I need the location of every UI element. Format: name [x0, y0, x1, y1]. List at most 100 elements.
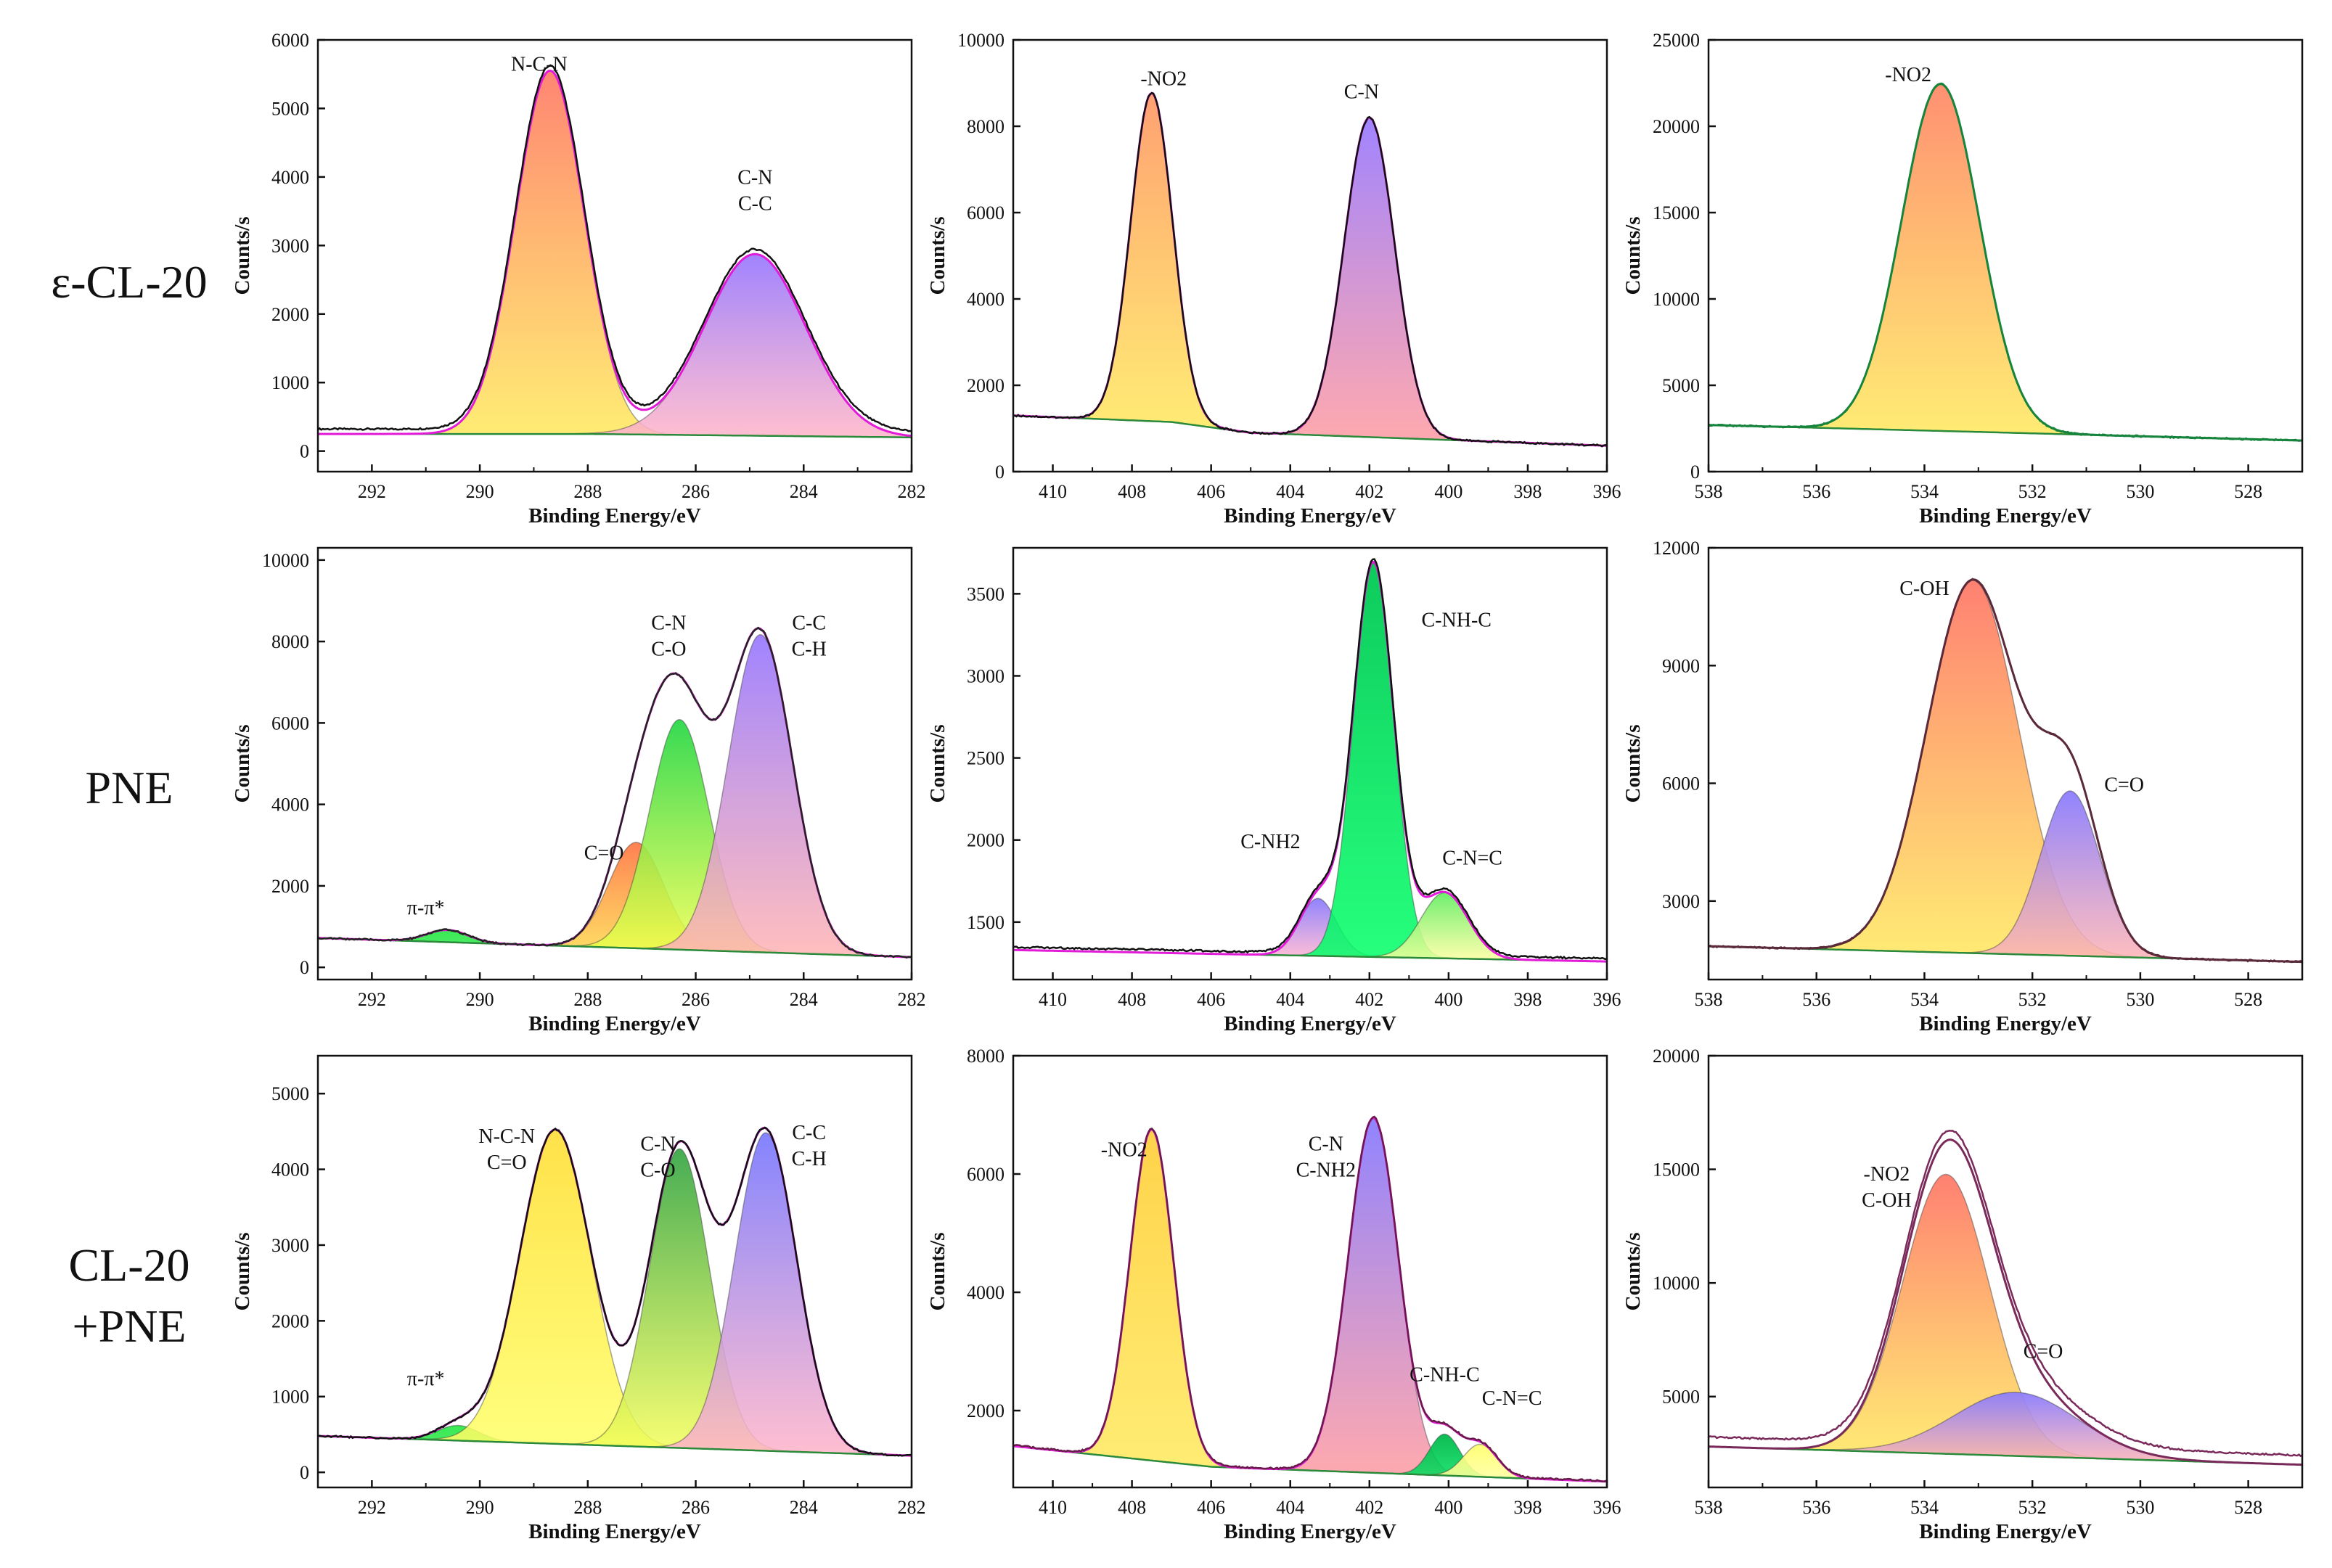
x-tick-label: 536: [1802, 481, 1830, 502]
x-tick-label: 284: [790, 1497, 818, 1518]
y-tick-label: 10000: [1653, 1273, 1700, 1294]
x-tick-label: 410: [1039, 1497, 1067, 1518]
y-tick-label: 4000: [271, 795, 309, 816]
y-tick-label: 0: [995, 461, 1005, 483]
y-axis-label: Counts/s: [926, 217, 949, 295]
y-tick-label: 25000: [1653, 30, 1700, 51]
peak-annotation: C=O: [487, 1152, 527, 1174]
peak-annotation: -NO2: [1140, 67, 1187, 90]
peak-annotation: C-N: [1309, 1133, 1343, 1155]
row-label: ε-CL-20: [51, 256, 207, 308]
peak-annotation: π-π*: [407, 1368, 445, 1390]
peak-annotation: C-NH-C: [1422, 609, 1492, 632]
x-tick-label: 282: [898, 1497, 926, 1518]
y-axis-label: Counts/s: [926, 1233, 949, 1311]
xps-panel: 538 536 534 532 530 528 0 5000 10000 15000 20000 25…: [1621, 30, 2304, 528]
x-tick-label: 528: [2234, 481, 2262, 502]
peak-annotation: N-C-N: [478, 1125, 535, 1148]
y-tick-label: 3000: [271, 1235, 309, 1256]
x-tick-label: 404: [1276, 989, 1304, 1010]
y-tick-label: 6000: [271, 713, 309, 734]
y-tick-label: 2000: [967, 1400, 1005, 1421]
x-tick-label: 292: [358, 989, 386, 1010]
x-axis-label: Binding Energy/eV: [1919, 504, 2092, 528]
raw-data-line: [1709, 82, 2302, 443]
x-tick-label: 408: [1118, 989, 1146, 1010]
y-tick-label: 4000: [967, 289, 1005, 310]
x-tick-label: 534: [1910, 1497, 1939, 1518]
x-tick-label: 530: [2126, 481, 2154, 502]
y-tick-label: 6000: [967, 1164, 1005, 1185]
row-label: PNE: [86, 762, 173, 813]
y-tick-label: 0: [300, 957, 309, 978]
x-tick-label: 404: [1276, 481, 1304, 502]
peak-annotation: N-C-N: [511, 54, 568, 76]
plot-frame: [316, 38, 913, 473]
peak-annotation: C=O: [2104, 773, 2144, 796]
x-tick-label: 292: [358, 481, 386, 502]
y-tick-label: 2500: [967, 748, 1005, 769]
x-tick-label: 528: [2234, 1497, 2262, 1518]
x-tick-label: 290: [466, 481, 494, 502]
plot-frame: [316, 546, 913, 981]
x-tick-label: 528: [2234, 989, 2262, 1010]
x-axis-label: Binding Energy/eV: [1919, 1012, 2092, 1035]
x-tick-label: 532: [2018, 1497, 2047, 1518]
y-tick-label: 5000: [1662, 1387, 1700, 1408]
peak-annotation: C-NH-C: [1410, 1363, 1479, 1386]
x-tick-label: 534: [1910, 481, 1939, 502]
x-tick-label: 288: [573, 989, 602, 1010]
y-tick-label: 0: [300, 441, 309, 462]
y-tick-label: 10000: [1653, 289, 1700, 310]
x-tick-label: 400: [1434, 1497, 1462, 1518]
y-axis-label: Counts/s: [1621, 1233, 1645, 1311]
x-tick-label: 406: [1197, 1497, 1225, 1518]
x-axis-label: Binding Energy/eV: [1224, 504, 1396, 528]
peak-annotation: C-N: [640, 1133, 675, 1155]
peak-annotation: C-O: [640, 1159, 675, 1181]
x-tick-label: 284: [790, 989, 818, 1010]
peak-annotation: π-π*: [407, 897, 445, 919]
raw-data-line: [1709, 578, 2302, 964]
y-tick-label: 8000: [967, 1046, 1005, 1067]
raw-data-line: [318, 1126, 912, 1457]
y-axis-label: Counts/s: [1621, 725, 1645, 803]
x-axis-label: Binding Energy/eV: [528, 1012, 701, 1035]
x-tick-label: 538: [1695, 481, 1723, 502]
y-tick-label: 10000: [262, 550, 309, 571]
xps-panel: 410 408 406 404 402 400 398 396 0 2000 4000 6000 800…: [926, 30, 1621, 528]
y-axis-label: Counts/s: [231, 1233, 254, 1311]
xps-panel: 410 408 406 404 402 400 398 396 2000 4000 6000 8000…: [926, 1046, 1621, 1543]
x-tick-label: 396: [1593, 1497, 1621, 1518]
y-axis-label: Counts/s: [926, 725, 949, 803]
x-axis-label: Binding Energy/eV: [1919, 1520, 2092, 1543]
y-tick-label: 6000: [1662, 773, 1700, 795]
xps-panel: 292 290 288 286 284 282 0 2000 4000 6000 8000 10000…: [231, 546, 926, 1035]
xps-panel: 538 536 534 532 530 528 3000 6000 9000 12000 Bindi…: [1621, 538, 2304, 1035]
raw-data-line: [1709, 1130, 2302, 1458]
x-tick-label: 406: [1197, 481, 1225, 502]
y-tick-label: 9000: [1662, 655, 1700, 676]
peak-annotation: C-OH: [1899, 578, 1949, 600]
raw-data-line: [1013, 1115, 1607, 1483]
x-tick-label: 402: [1355, 1497, 1383, 1518]
x-tick-label: 286: [682, 1497, 710, 1518]
y-tick-label: 8000: [967, 116, 1005, 137]
y-tick-label: 3000: [1662, 891, 1700, 912]
y-tick-label: 5000: [271, 98, 309, 119]
x-tick-label: 398: [1513, 481, 1542, 502]
row-label: +PNE: [73, 1300, 187, 1352]
plot-frame: [1012, 38, 1608, 473]
peak-annotation: C-C: [738, 192, 772, 215]
x-tick-label: 538: [1695, 1497, 1723, 1518]
x-tick-label: 538: [1695, 989, 1723, 1010]
plot-frame: [1012, 1054, 1608, 1489]
peak-annotation: C=O: [2024, 1341, 2063, 1363]
background-line: [318, 1434, 912, 1457]
x-tick-label: 404: [1276, 1497, 1304, 1518]
y-axis-label: Counts/s: [231, 725, 254, 803]
y-axis-label: Counts/s: [1621, 217, 1645, 295]
peak-annotation: C-H: [792, 638, 827, 660]
y-tick-label: 0: [300, 1462, 309, 1483]
